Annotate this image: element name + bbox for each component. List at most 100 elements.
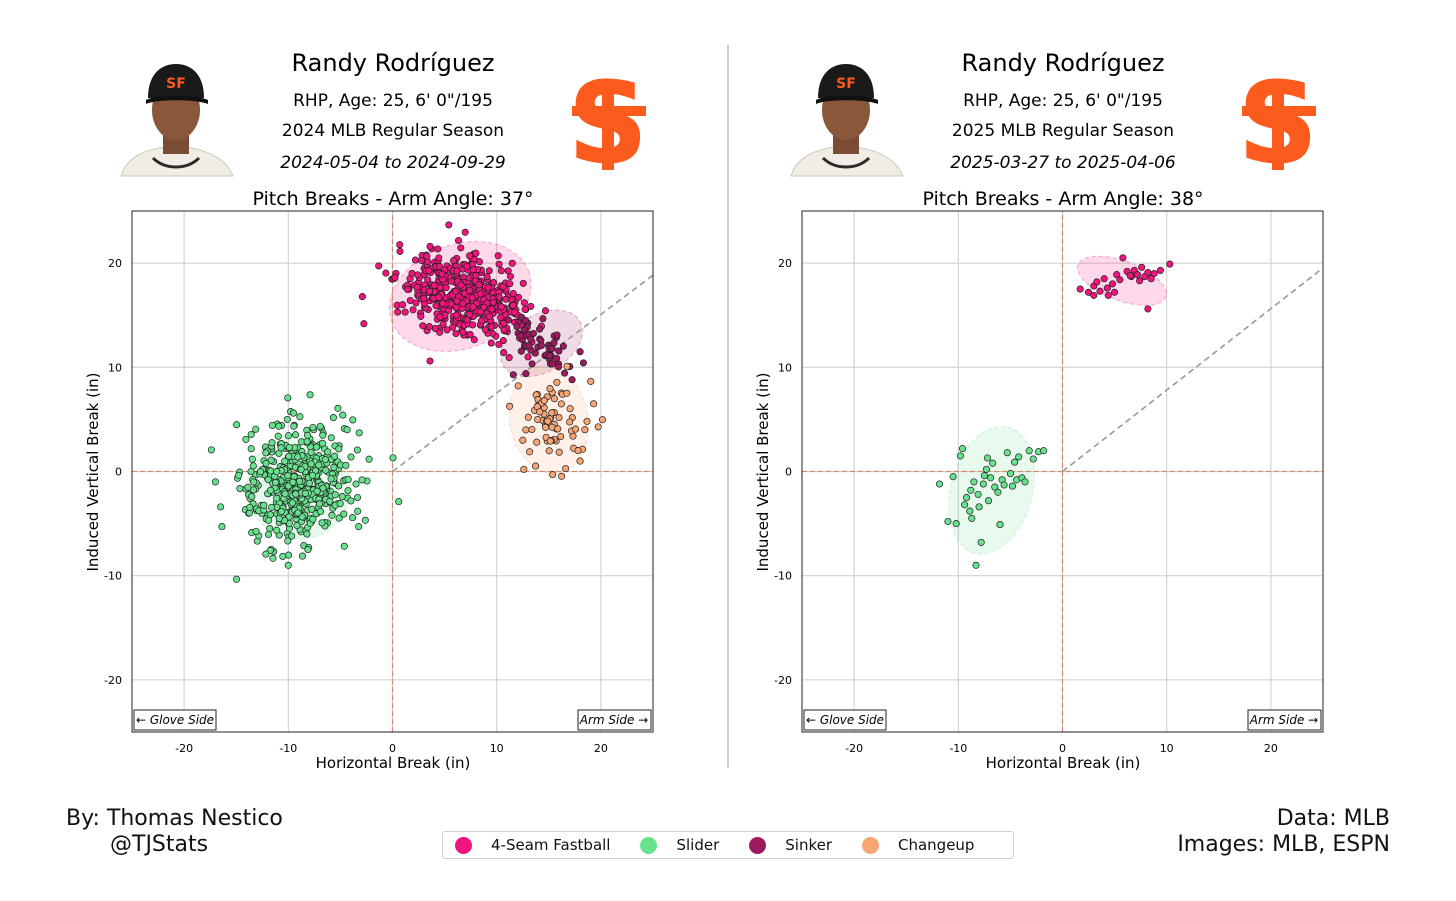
pitch-point-slider xyxy=(327,475,335,483)
pitch-point-slider xyxy=(1003,449,1011,457)
pitch-point-4-seam-fastball xyxy=(463,262,471,270)
pitch-point-slider xyxy=(331,491,339,499)
pitch-point-slider xyxy=(322,466,330,474)
pitch-point-4-seam-fastball xyxy=(452,311,460,319)
data-source: Data: MLB xyxy=(1276,806,1390,831)
pitch-point-slider xyxy=(1029,455,1037,463)
pitch-point-4-seam-fastball xyxy=(483,273,491,281)
pitch-point-4-seam-fastball xyxy=(401,308,409,316)
pitch-point-changeup xyxy=(563,362,571,370)
y-tick-label: 0 xyxy=(115,466,122,479)
pitch-point-slider xyxy=(247,445,255,453)
author-credit: By: Thomas Nestico @TJStats xyxy=(66,806,283,858)
pitch-point-4-seam-fastball xyxy=(426,242,434,250)
pitch-point-slider xyxy=(1040,447,1048,455)
pitch-point-slider xyxy=(349,416,357,424)
pitch-point-slider xyxy=(967,486,975,494)
x-tick-label: 0 xyxy=(389,742,396,755)
pitch-point-slider xyxy=(330,452,339,460)
pitch-point-slider xyxy=(247,430,255,439)
legend-marker xyxy=(862,836,879,854)
player-headshot-icon: SF xyxy=(787,58,905,177)
pitch-point-sinker xyxy=(522,370,530,378)
pitch-point-4-seam-fastball xyxy=(452,329,460,338)
pitch-point-slider xyxy=(217,503,225,511)
pitch-point-4-seam-fastball xyxy=(1150,269,1158,278)
pitch-point-slider xyxy=(961,501,969,509)
y-tick-label: 0 xyxy=(785,466,792,479)
pitch-point-slider xyxy=(284,394,292,402)
pitch-point-slider xyxy=(266,511,274,519)
pitch-point-slider xyxy=(355,523,363,531)
pitch-point-slider xyxy=(980,472,988,480)
pitch-point-slider xyxy=(308,505,316,513)
pitch-point-changeup xyxy=(524,413,532,421)
images-source: Images: MLB, ESPN xyxy=(1177,832,1390,857)
pitch-point-4-seam-fastball xyxy=(488,305,496,313)
chart-title: Pitch Breaks - Arm Angle: 37° xyxy=(252,188,533,210)
arm-angle-line xyxy=(1062,267,1324,473)
pitch-point-4-seam-fastball xyxy=(508,259,516,267)
pitch-point-slider xyxy=(970,478,978,486)
pitch-point-slider xyxy=(260,501,268,509)
pitch-point-slider xyxy=(316,422,324,430)
y-tick-label: 10 xyxy=(108,361,122,374)
pitch-point-slider xyxy=(296,413,304,421)
pitch-point-changeup xyxy=(533,438,541,446)
pitch-point-changeup xyxy=(545,447,553,455)
pitch-point-4-seam-fastball xyxy=(506,280,514,288)
pitch-point-4-seam-fastball xyxy=(426,357,434,365)
pitch-point-changeup xyxy=(540,397,548,405)
pitch-point-4-seam-fastball xyxy=(1144,305,1152,313)
pitch-point-slider xyxy=(958,445,967,453)
arm-side-label: Arm Side → xyxy=(1249,713,1318,727)
pitch-point-changeup xyxy=(555,413,563,422)
pitch-point-4-seam-fastball xyxy=(475,281,483,289)
pitch-point-slider xyxy=(275,422,283,430)
pitch-point-slider xyxy=(994,488,1002,496)
pitch-point-slider xyxy=(974,490,982,498)
pitch-point-4-seam-fastball xyxy=(495,340,503,349)
x-tick-label: 0 xyxy=(1059,742,1066,755)
pitch-point-4-seam-fastball xyxy=(442,284,450,292)
pitch-point-slider xyxy=(309,423,317,432)
svg-text:SF: SF xyxy=(836,76,856,92)
pitch-point-slider xyxy=(347,497,355,505)
pitch-point-sinker xyxy=(528,360,536,368)
pitch-point-4-seam-fastball xyxy=(1116,276,1124,284)
y-tick-label: -10 xyxy=(774,570,792,583)
pitch-point-slider xyxy=(277,507,286,516)
pitch-point-slider xyxy=(979,480,987,488)
pitch-point-changeup xyxy=(566,405,574,413)
legend-item: Changeup xyxy=(862,836,974,854)
pitch-point-4-seam-fastball xyxy=(1147,275,1155,283)
x-tick-label: 10 xyxy=(490,742,504,755)
pitch-point-sinker xyxy=(550,339,558,347)
pitch-point-slider xyxy=(297,465,305,474)
pitch-point-slider xyxy=(289,478,297,486)
pitch-point-4-seam-fastball xyxy=(495,293,503,301)
pitch-point-slider xyxy=(218,523,226,531)
pitch-point-4-seam-fastball xyxy=(1119,254,1127,262)
pitch-point-sinker xyxy=(536,325,544,333)
pitch-point-slider xyxy=(352,480,360,488)
player-name: Randy Rodríguez xyxy=(292,49,495,77)
pitch-point-4-seam-fastball xyxy=(432,302,440,310)
pitch-point-slider xyxy=(285,443,293,452)
pitch-point-slider xyxy=(252,425,260,433)
legend-label: Sinker xyxy=(785,836,832,854)
pitch-point-slider xyxy=(326,497,334,505)
glove-side-annotation: ← Glove Side xyxy=(803,709,887,731)
pitch-point-slider xyxy=(272,478,280,487)
pitch-point-slider xyxy=(328,511,336,519)
pitch-point-slider xyxy=(956,452,964,460)
player-headshot-icon: SF xyxy=(117,58,235,177)
pitch-point-4-seam-fastball xyxy=(541,307,550,315)
pitch-point-slider xyxy=(395,498,403,506)
pitch-point-changeup xyxy=(546,385,554,393)
pitch-point-4-seam-fastball xyxy=(447,300,455,308)
pitch-point-slider xyxy=(1025,447,1033,455)
pitch-point-slider xyxy=(996,521,1004,529)
pitch-point-4-seam-fastball xyxy=(527,302,535,310)
pitch-point-sinker xyxy=(553,331,561,339)
